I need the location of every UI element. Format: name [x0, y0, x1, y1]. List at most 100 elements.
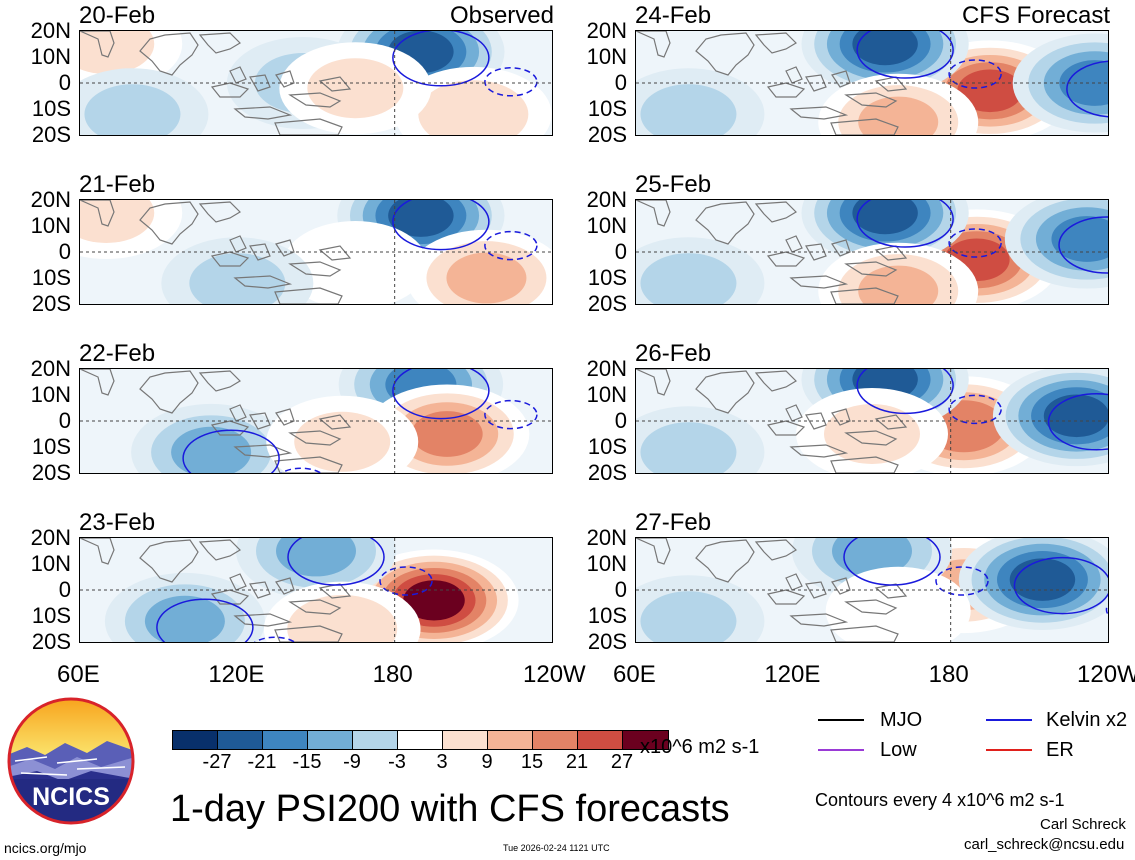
map-panel-25-feb — [635, 199, 1109, 305]
land-outline — [789, 613, 849, 627]
lat-label: 20N — [30, 18, 71, 43]
ncics-logo: NCICS — [7, 697, 135, 830]
land-outline — [636, 538, 671, 565]
lat-label: 20N — [586, 18, 627, 43]
cfs-forecast-label: CFS Forecast — [961, 2, 1110, 29]
contour-fill-level — [388, 200, 454, 237]
land-outline — [785, 573, 803, 591]
land-outline — [844, 261, 898, 277]
kelvin-contour-dashed — [948, 59, 1002, 89]
land-outline — [249, 243, 271, 261]
coastline — [636, 31, 908, 135]
map-panel-21-feb — [79, 199, 553, 305]
kelvin-contours — [182, 369, 538, 473]
contour-fill-level — [1051, 216, 1108, 262]
land-outline — [754, 370, 797, 392]
kelvin-contours — [392, 200, 538, 261]
land-outline — [636, 200, 671, 227]
lat-label: 0 — [58, 239, 71, 264]
colorbar-swatch — [173, 731, 218, 749]
kelvin-contour-line — [1013, 556, 1108, 615]
lat-label: 10S — [31, 96, 71, 121]
kelvin-contours — [392, 31, 538, 97]
kelvin-contour-line — [856, 369, 954, 415]
kelvin-contour-line — [392, 369, 490, 420]
land-outline — [139, 201, 199, 245]
panel-date: 27-Feb — [635, 509, 712, 536]
legend-label-mjo: MJO — [880, 709, 923, 731]
contour-fill-level — [276, 538, 356, 577]
contour-fill-level — [640, 422, 737, 473]
lon-label: 60E — [57, 661, 100, 688]
legend-line-kelvin — [986, 719, 1032, 721]
colorbar-swatch — [623, 731, 668, 749]
contour-fill-level — [171, 426, 252, 473]
map-panel-26-feb — [635, 368, 1109, 474]
colorbar-tick-label: 3 — [436, 751, 448, 773]
land-outline — [80, 369, 115, 396]
logo-text: NCICS — [32, 783, 110, 811]
land-outline — [830, 287, 899, 304]
land-outline — [789, 106, 849, 120]
lat-label: 10S — [31, 434, 71, 459]
kelvin-contour-line — [182, 429, 280, 473]
kelvin-contour-dashed — [484, 399, 538, 430]
coastline — [80, 369, 352, 473]
contour-fill-level — [852, 200, 918, 235]
kelvin-contours — [843, 538, 1108, 616]
contour-fill-level — [640, 84, 737, 135]
coastline — [80, 200, 352, 304]
author-email[interactable]: carl_schreck@ncsu.edu — [964, 836, 1125, 853]
land-outline — [874, 76, 908, 92]
heatmap-svg — [80, 369, 552, 473]
lat-label: 20N — [30, 525, 71, 550]
kelvin-contour-line — [392, 31, 490, 87]
land-outline — [139, 539, 199, 583]
land-outline — [249, 412, 271, 430]
kelvin-contour-line — [1058, 216, 1108, 274]
contour-fill-level — [824, 404, 920, 464]
colorbar-swatch — [488, 731, 533, 749]
land-outline — [789, 444, 849, 458]
land-outline — [695, 370, 755, 414]
lat-label: 0 — [614, 408, 627, 433]
land-outline — [288, 92, 342, 108]
land-outline — [198, 201, 241, 223]
kelvin-contours — [856, 31, 1108, 118]
colorbar-tick-label: -15 — [292, 751, 322, 773]
anomaly-feature-5 — [80, 68, 209, 135]
contour-fill-level — [1009, 558, 1076, 601]
kelvin-contour-line — [843, 538, 941, 586]
colorbar-swatch — [218, 731, 263, 749]
lat-label: 0 — [614, 239, 627, 264]
coastline — [80, 538, 352, 642]
contour-fill-level — [957, 69, 1023, 113]
land-outline — [695, 539, 755, 583]
land-outline — [275, 239, 295, 257]
lon-label: 180 — [928, 661, 969, 688]
kelvin-contour-line — [156, 598, 254, 642]
lat-label: 10S — [587, 265, 627, 290]
heatmap-svg — [80, 31, 552, 135]
legend-label-kelvin: Kelvin x2 — [1046, 709, 1128, 731]
website-link[interactable]: ncics.org/mjo — [4, 840, 87, 856]
panel-date: 25-Feb — [635, 171, 712, 198]
kelvin-contours — [856, 200, 1108, 274]
panel-date: 21-Feb — [79, 171, 156, 198]
lat-label: 20N — [586, 356, 627, 381]
kelvin-contour-dashed — [484, 230, 538, 261]
land-outline — [274, 287, 343, 304]
land-outline — [233, 106, 293, 120]
colorbar-tick-label: -27 — [202, 751, 232, 773]
coastline — [636, 538, 908, 642]
lat-label: 20N — [586, 187, 627, 212]
anomaly-feature-2 — [282, 221, 428, 304]
lat-label: 10N — [30, 213, 71, 238]
anomaly-feature-4 — [636, 237, 765, 304]
contour-fill-level — [418, 80, 529, 135]
land-outline — [249, 74, 271, 92]
land-outline — [210, 251, 250, 267]
land-outline — [874, 414, 908, 430]
anomaly-feature-4 — [636, 68, 765, 135]
colorbar-swatch — [353, 731, 398, 749]
